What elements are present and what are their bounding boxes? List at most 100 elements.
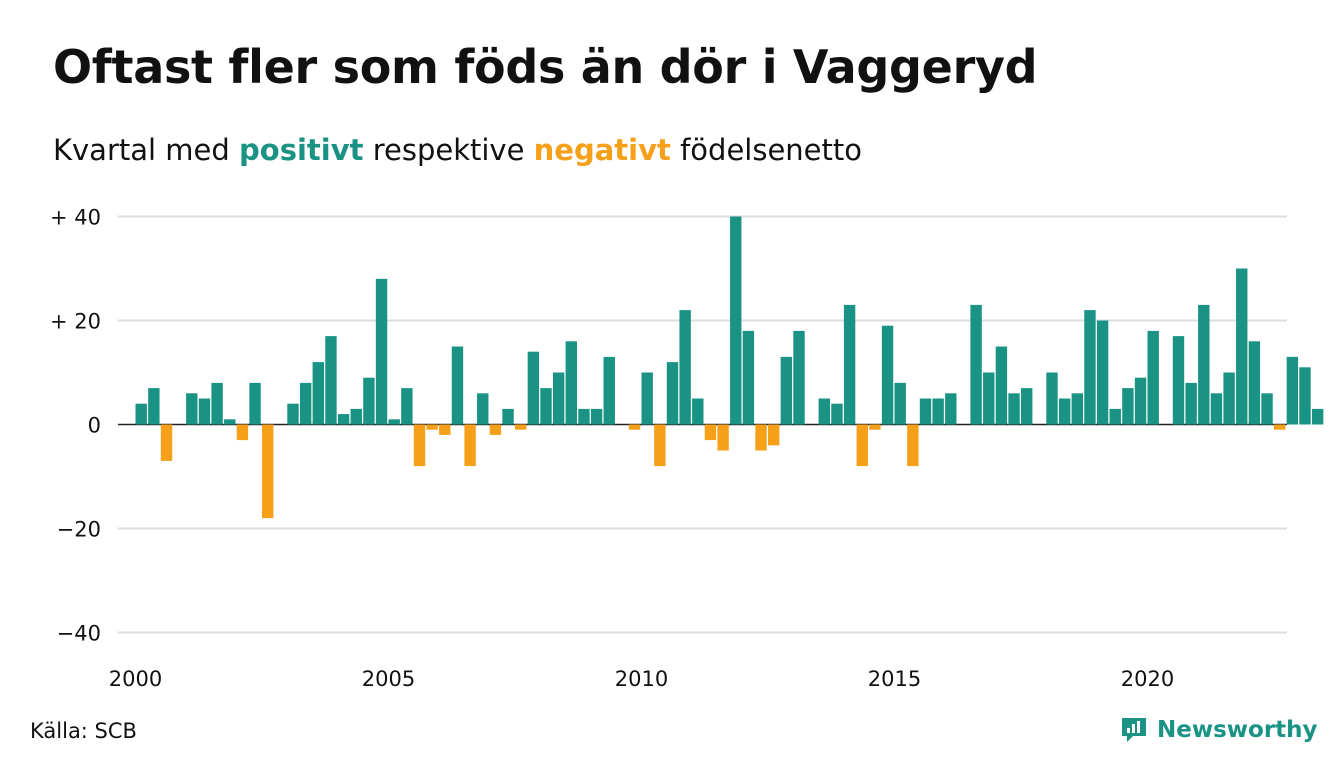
subtitle-suffix: födelsenetto [670, 133, 862, 167]
bar-positive [1021, 388, 1033, 425]
bar-positive [742, 330, 755, 425]
bar-positive [1008, 393, 1020, 425]
bar-positive [1311, 408, 1324, 425]
bar-negative [768, 424, 780, 446]
bar-positive [780, 356, 793, 425]
bar-positive [1071, 393, 1083, 425]
bar-negative [654, 424, 666, 467]
chart-title: Oftast fler som föds än dör i Vaggeryd [53, 40, 1038, 94]
bar-positive [1109, 408, 1121, 425]
bar-positive [945, 393, 957, 425]
bar-positive [565, 341, 577, 425]
bar-positive [1122, 388, 1134, 425]
bar-positive [375, 278, 388, 425]
bar-negative [489, 424, 502, 435]
y-tick-label: + 40 [50, 206, 101, 230]
bar-positive [831, 403, 843, 425]
bar-positive [641, 372, 653, 425]
bar-negative [1274, 424, 1286, 430]
bar-positive [1248, 341, 1261, 425]
bar-negative [413, 424, 426, 467]
bar-positive [249, 382, 261, 425]
bar-negative [869, 424, 881, 430]
newsworthy-logo-icon [1122, 718, 1146, 742]
bar-positive [1134, 377, 1147, 425]
subtitle-negative-label: negativt [533, 133, 671, 167]
bar-positive [793, 330, 805, 425]
bar-positive [894, 382, 906, 425]
bar-positive [730, 216, 742, 425]
bar-positive [1299, 367, 1311, 425]
bar-positive [1236, 268, 1248, 425]
bar-positive [350, 408, 362, 425]
bar-positive [1046, 372, 1058, 425]
bar-negative [628, 424, 641, 430]
subtitle-positive-label: positivt [239, 133, 364, 167]
x-tick-label: 2005 [362, 667, 415, 691]
bar-negative [464, 424, 476, 467]
bar-positive [603, 356, 615, 425]
bar-positive [1185, 382, 1197, 425]
bar-positive [932, 398, 944, 425]
bar-positive [1084, 310, 1096, 425]
bar-positive [363, 377, 375, 425]
bar-positive [325, 336, 337, 425]
bar-positive [843, 304, 856, 425]
y-tick-label: 0 [88, 414, 101, 438]
bar-positive [148, 388, 160, 425]
bar-positive [552, 372, 565, 425]
bar-negative [704, 424, 717, 441]
bar-positive [983, 372, 995, 425]
bar-negative [907, 424, 919, 467]
subtitle-prefix: Kvartal med [53, 133, 240, 167]
x-tick-label: 2000 [109, 667, 162, 691]
bar-positive [477, 393, 489, 425]
chart-subtitle: Kvartal med positivt respektive negativt… [53, 133, 862, 167]
bar-positive [1210, 393, 1223, 425]
bar-positive [211, 382, 223, 425]
bar-negative [755, 424, 767, 451]
brand-name: Newsworthy [1157, 717, 1318, 743]
bar-positive [401, 388, 413, 425]
bar-negative [236, 424, 249, 441]
bar-positive [540, 388, 552, 425]
bar-positive [881, 325, 894, 425]
y-tick-label: + 20 [50, 310, 101, 334]
bar-positive [287, 403, 299, 425]
bar-negative [856, 424, 868, 467]
bar-positive [970, 304, 982, 425]
bar-positive [388, 419, 400, 425]
bar-positive [1198, 304, 1210, 425]
x-tick-label: 2010 [615, 667, 668, 691]
bar-positive [1223, 372, 1235, 425]
bar-positive [451, 346, 464, 425]
bar-positive [995, 346, 1008, 425]
bar-positive [527, 351, 540, 425]
subtitle-middle: respektive [363, 133, 534, 167]
brand: Newsworthy [1119, 715, 1318, 745]
bar-positive [135, 403, 147, 425]
bar-positive [1096, 320, 1109, 425]
bar-positive [590, 408, 603, 425]
x-tick-label: 2020 [1121, 667, 1174, 691]
bar-positive [818, 398, 830, 425]
bar-positive [1058, 398, 1071, 425]
bar-positive [299, 382, 312, 425]
bar-positive [1172, 336, 1185, 425]
bar-positive [666, 362, 679, 425]
bar-positive [337, 414, 350, 425]
y-tick-label: −40 [57, 622, 101, 646]
bar-positive [1261, 393, 1273, 425]
bar-positive [198, 398, 211, 425]
bar-positive [1147, 330, 1159, 425]
bar-positive [692, 398, 704, 425]
bar-positive [679, 310, 691, 425]
bar-negative [439, 424, 451, 435]
bar-positive [1286, 356, 1299, 425]
bar-positive [502, 408, 514, 425]
bar-positive [919, 398, 932, 425]
bar-negative [262, 424, 274, 519]
x-tick-label: 2015 [868, 667, 921, 691]
source-note: Källa: SCB [30, 719, 137, 743]
